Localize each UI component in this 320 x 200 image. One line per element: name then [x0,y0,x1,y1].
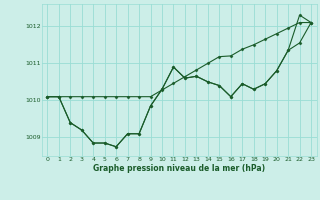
X-axis label: Graphe pression niveau de la mer (hPa): Graphe pression niveau de la mer (hPa) [93,164,265,173]
